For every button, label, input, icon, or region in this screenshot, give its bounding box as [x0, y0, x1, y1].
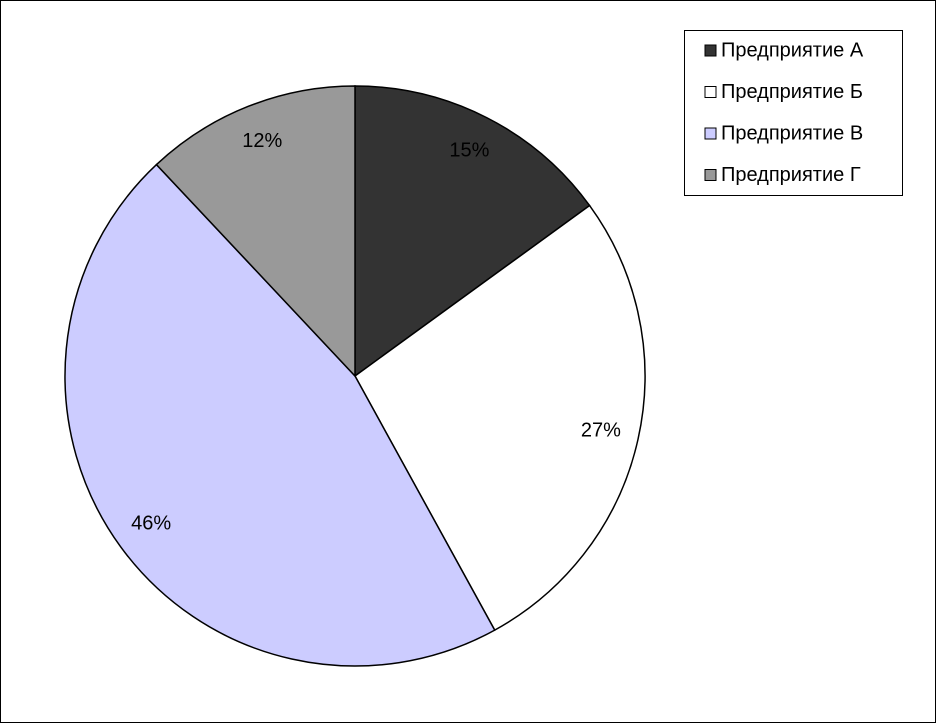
data-label: 46% [131, 512, 171, 534]
legend-label: Предприятие Б [721, 81, 863, 103]
legend-swatch [704, 86, 717, 98]
legend-swatch [704, 127, 717, 140]
data-label: 12% [242, 130, 282, 152]
data-label: 15% [449, 140, 489, 162]
legend-swatch [704, 169, 717, 181]
pie-slice [354, 85, 591, 378]
pie-slice [64, 163, 496, 667]
data-label: 27% [581, 419, 621, 441]
legend-swatch [704, 44, 717, 57]
pie-slice [155, 85, 356, 378]
legend-label: Предприятие А [721, 39, 864, 61]
legend-label: Предприятие В [721, 122, 863, 144]
legend-label: Предприятие Г [721, 164, 861, 186]
pie-slice [354, 204, 646, 632]
legend-box [684, 30, 903, 196]
